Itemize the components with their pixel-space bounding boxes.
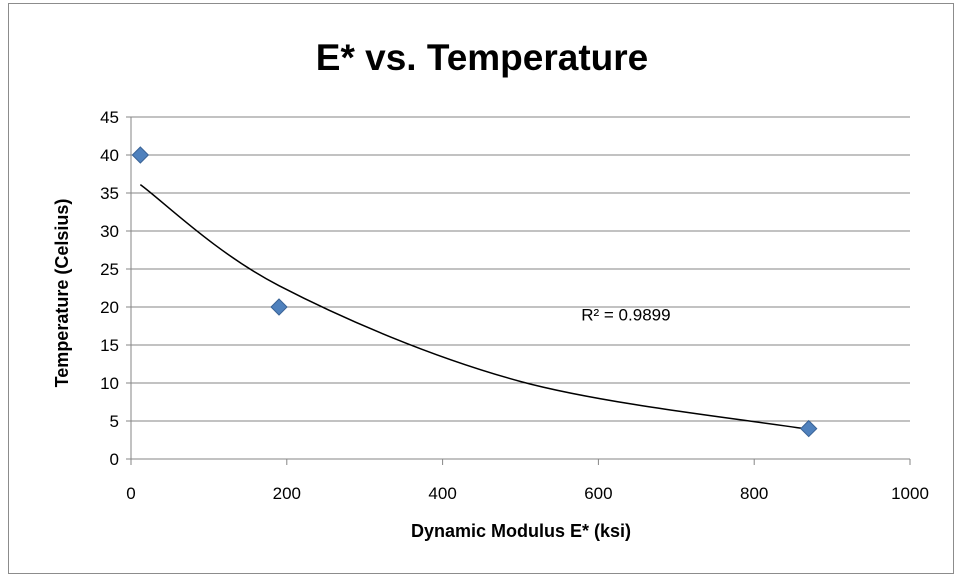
x-tick-label: 0 xyxy=(126,484,135,503)
y-tick-label: 45 xyxy=(100,108,119,127)
y-tick-label: 15 xyxy=(100,336,119,355)
x-tick-label: 600 xyxy=(584,484,612,503)
gridlines xyxy=(131,116,910,422)
y-tick-label: 20 xyxy=(100,298,119,317)
y-tick-label: 5 xyxy=(110,412,119,431)
data-point xyxy=(131,146,150,164)
x-tick-labels: 0 200 400 600 800 1000 xyxy=(126,484,929,503)
x-tick-label: 1000 xyxy=(891,484,929,503)
r-squared-label: R² = 0.9899 xyxy=(581,306,670,325)
data-point xyxy=(800,419,818,438)
y-tick-label: 10 xyxy=(100,374,119,393)
y-axis-title: Temperature (Celsius) xyxy=(52,199,72,388)
axes xyxy=(126,116,911,465)
y-tick-label: 35 xyxy=(100,184,119,203)
y-tick-labels: 0 5 10 15 20 25 30 35 40 45 xyxy=(100,108,119,469)
trendline xyxy=(139,184,809,431)
y-tick-label: 40 xyxy=(100,146,119,165)
chart-title: E* vs. Temperature xyxy=(316,37,648,78)
x-tick-label: 400 xyxy=(428,484,456,503)
y-tick-label: 25 xyxy=(100,260,119,279)
x-tick-label: 200 xyxy=(273,484,301,503)
y-tick-label: 0 xyxy=(110,450,119,469)
x-axis-title: Dynamic Modulus E* (ksi) xyxy=(411,521,631,541)
chart-frame xyxy=(8,3,954,574)
data-point xyxy=(270,298,288,316)
x-tick-label: 800 xyxy=(740,484,768,503)
y-tick-label: 30 xyxy=(100,222,119,241)
data-points xyxy=(131,146,818,438)
